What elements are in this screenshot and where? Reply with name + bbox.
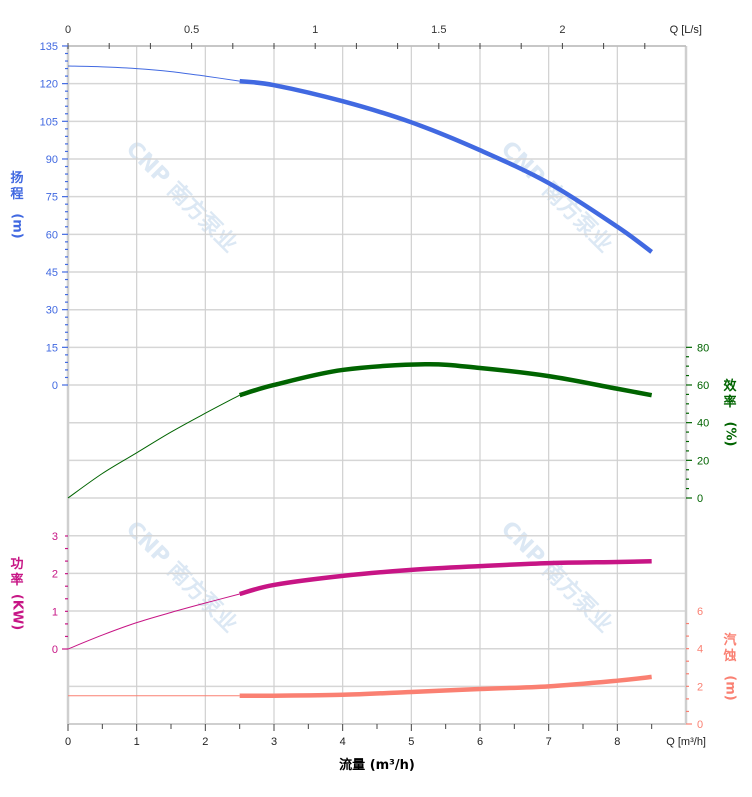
efficiency-axis-title: 效率 (%): [723, 378, 738, 446]
x-top-tick-label: 0: [65, 24, 71, 36]
head-axis-tick-label: 105: [40, 116, 58, 128]
x-tick-label: 6: [477, 736, 483, 748]
npsh-curve-operating: [239, 674, 652, 699]
x-top-unit-label: Q [L/s]: [670, 24, 702, 36]
x-unit-label: Q [m³/h]: [666, 736, 706, 748]
head-axis-tick-label: 135: [40, 41, 58, 53]
x-tick-label: 0: [65, 736, 71, 748]
head-axis-tick-label: 45: [46, 267, 58, 279]
efficiency-axis-unit: (%): [723, 422, 738, 447]
head-axis-tick-label: 0: [52, 380, 58, 392]
efficiency-curve-extended: [67, 394, 240, 499]
npsh-axis-tick-label: 0: [697, 719, 703, 731]
head-axis-tick-label: 75: [46, 192, 58, 204]
head-axis-tick-label: 30: [46, 305, 58, 317]
efficiency-axis-tick-label: 0: [697, 493, 703, 505]
efficiency-axis-tick-label: 80: [697, 342, 709, 354]
x-tick-label: 8: [614, 736, 620, 748]
x-top-tick-label: 1: [312, 24, 318, 36]
axes: 0 1 2 3 4 5 6 7 80 0.5 1 1.5 20153045607590105120135…: [40, 24, 710, 748]
npsh-axis-label-char: 汽: [723, 632, 736, 648]
npsh-axis-tick-label: 2: [697, 681, 703, 693]
head-curve-operating: [239, 78, 653, 254]
efficiency-axis-tick-label: 60: [697, 380, 709, 392]
npsh-axis-title: 汽蚀 (m): [722, 632, 737, 701]
power-axis-tick-label: 2: [52, 569, 58, 581]
power-curve-operating: [239, 558, 652, 597]
x-tick-label: 2: [202, 736, 208, 748]
x-top-tick-label: 2: [559, 24, 565, 36]
efficiency-axis-tick-label: 20: [697, 455, 709, 467]
npsh-axis-unit: (m): [723, 675, 738, 700]
power-axis-label-char: 率: [10, 572, 23, 588]
curves: [67, 65, 653, 699]
x-tick-label: 3: [271, 736, 277, 748]
x-tick-label: 7: [546, 736, 552, 748]
efficiency-axis-label-char: 效: [723, 378, 737, 394]
x-tick-label: 5: [408, 736, 414, 748]
head-axis-title: 扬程 (m): [10, 170, 25, 239]
x-tick-label: 1: [134, 736, 140, 748]
head-axis-unit: (m): [10, 213, 25, 238]
power-curve-extended: [67, 593, 240, 650]
x-top-tick-label: 0.5: [184, 24, 199, 36]
npsh-axis-tick-label: 6: [697, 606, 703, 618]
power-axis-title: 功率 (KW): [10, 557, 25, 630]
x-axis-title: 流量 (m³/h): [339, 757, 415, 773]
x-tick-label: 4: [340, 736, 346, 748]
power-axis-tick-label: 3: [52, 531, 58, 543]
power-axis-tick-label: 0: [52, 644, 58, 656]
head-axis-tick-label: 90: [46, 154, 58, 166]
power-axis-label-char: 功: [10, 557, 23, 572]
efficiency-axis-label-char: 率: [723, 394, 736, 410]
npsh-axis-tick-label: 4: [697, 644, 703, 656]
head-curve-extended: [67, 65, 240, 82]
watermark-logo: CNP 南方泵业: [121, 516, 243, 638]
power-axis-tick-label: 1: [52, 606, 58, 618]
head-axis-label-char: 程: [10, 187, 23, 202]
power-axis-unit: (KW): [10, 594, 25, 630]
efficiency-axis-tick-label: 40: [697, 418, 709, 430]
x-top-tick-label: 1.5: [431, 24, 446, 36]
efficiency-curve-operating: [239, 362, 653, 398]
head-axis-tick-label: 15: [46, 342, 58, 354]
head-axis-tick-label: 120: [40, 79, 58, 91]
npsh-axis-label-char: 蚀: [722, 648, 736, 664]
head-axis-tick-label: 60: [46, 229, 58, 241]
head-axis-label-char: 扬: [10, 170, 23, 186]
axis-titles: 流量 (m³/h) Q [m³/h] Q [L/s] 扬程(m)功率(KW)效率…: [10, 24, 738, 773]
watermark-logo: CNP 南方泵业: [496, 516, 618, 638]
